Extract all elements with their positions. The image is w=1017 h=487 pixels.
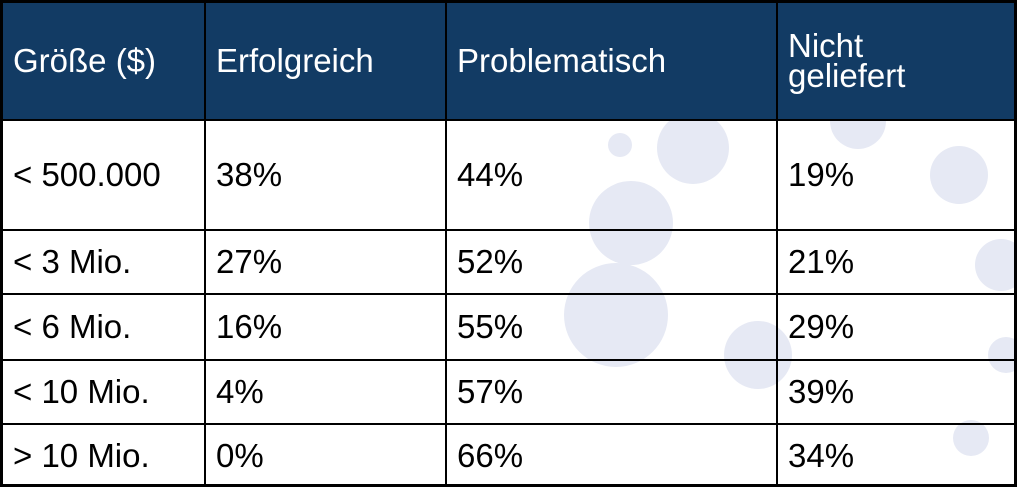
column-header-label: Nicht geliefert <box>788 27 906 94</box>
table-row: > 10 Mio. 0% 66% 34% <box>3 423 1014 484</box>
table-cell: < 3 Mio. <box>3 229 206 295</box>
column-header: Problematisch <box>445 3 778 121</box>
table-cell: 34% <box>776 423 1014 484</box>
table-cell: 66% <box>445 423 778 484</box>
data-table: Größe ($) Erfolgreich Problematisch Nich… <box>3 3 1014 484</box>
table-cell: 16% <box>204 293 447 361</box>
table-cell: 21% <box>776 229 1014 295</box>
table-cell: > 10 Mio. <box>3 423 206 484</box>
table-cell: 27% <box>204 229 447 295</box>
table-cell: 39% <box>776 359 1014 425</box>
table-header-row: Größe ($) Erfolgreich Problematisch Nich… <box>3 3 1014 121</box>
table-cell: 38% <box>204 119 447 231</box>
table-cell: 29% <box>776 293 1014 361</box>
table-cell: 0% <box>204 423 447 484</box>
table-row: < 3 Mio. 27% 52% 21% <box>3 229 1014 295</box>
column-header: Nicht geliefert <box>776 3 1014 121</box>
table-cell: 44% <box>445 119 778 231</box>
table-row: < 500.000 38% 44% 19% <box>3 119 1014 231</box>
table-row: < 10 Mio. 4% 57% 39% <box>3 359 1014 425</box>
table-cell: 19% <box>776 119 1014 231</box>
table-cell: < 10 Mio. <box>3 359 206 425</box>
table-cell: < 500.000 <box>3 119 206 231</box>
table-cell: 57% <box>445 359 778 425</box>
table-cell: 4% <box>204 359 447 425</box>
column-header: Erfolgreich <box>204 3 447 121</box>
table-row: < 6 Mio. 16% 55% 29% <box>3 293 1014 361</box>
table-cell: 55% <box>445 293 778 361</box>
table-cell: < 6 Mio. <box>3 293 206 361</box>
table-cell: 52% <box>445 229 778 295</box>
column-header: Größe ($) <box>3 3 206 121</box>
